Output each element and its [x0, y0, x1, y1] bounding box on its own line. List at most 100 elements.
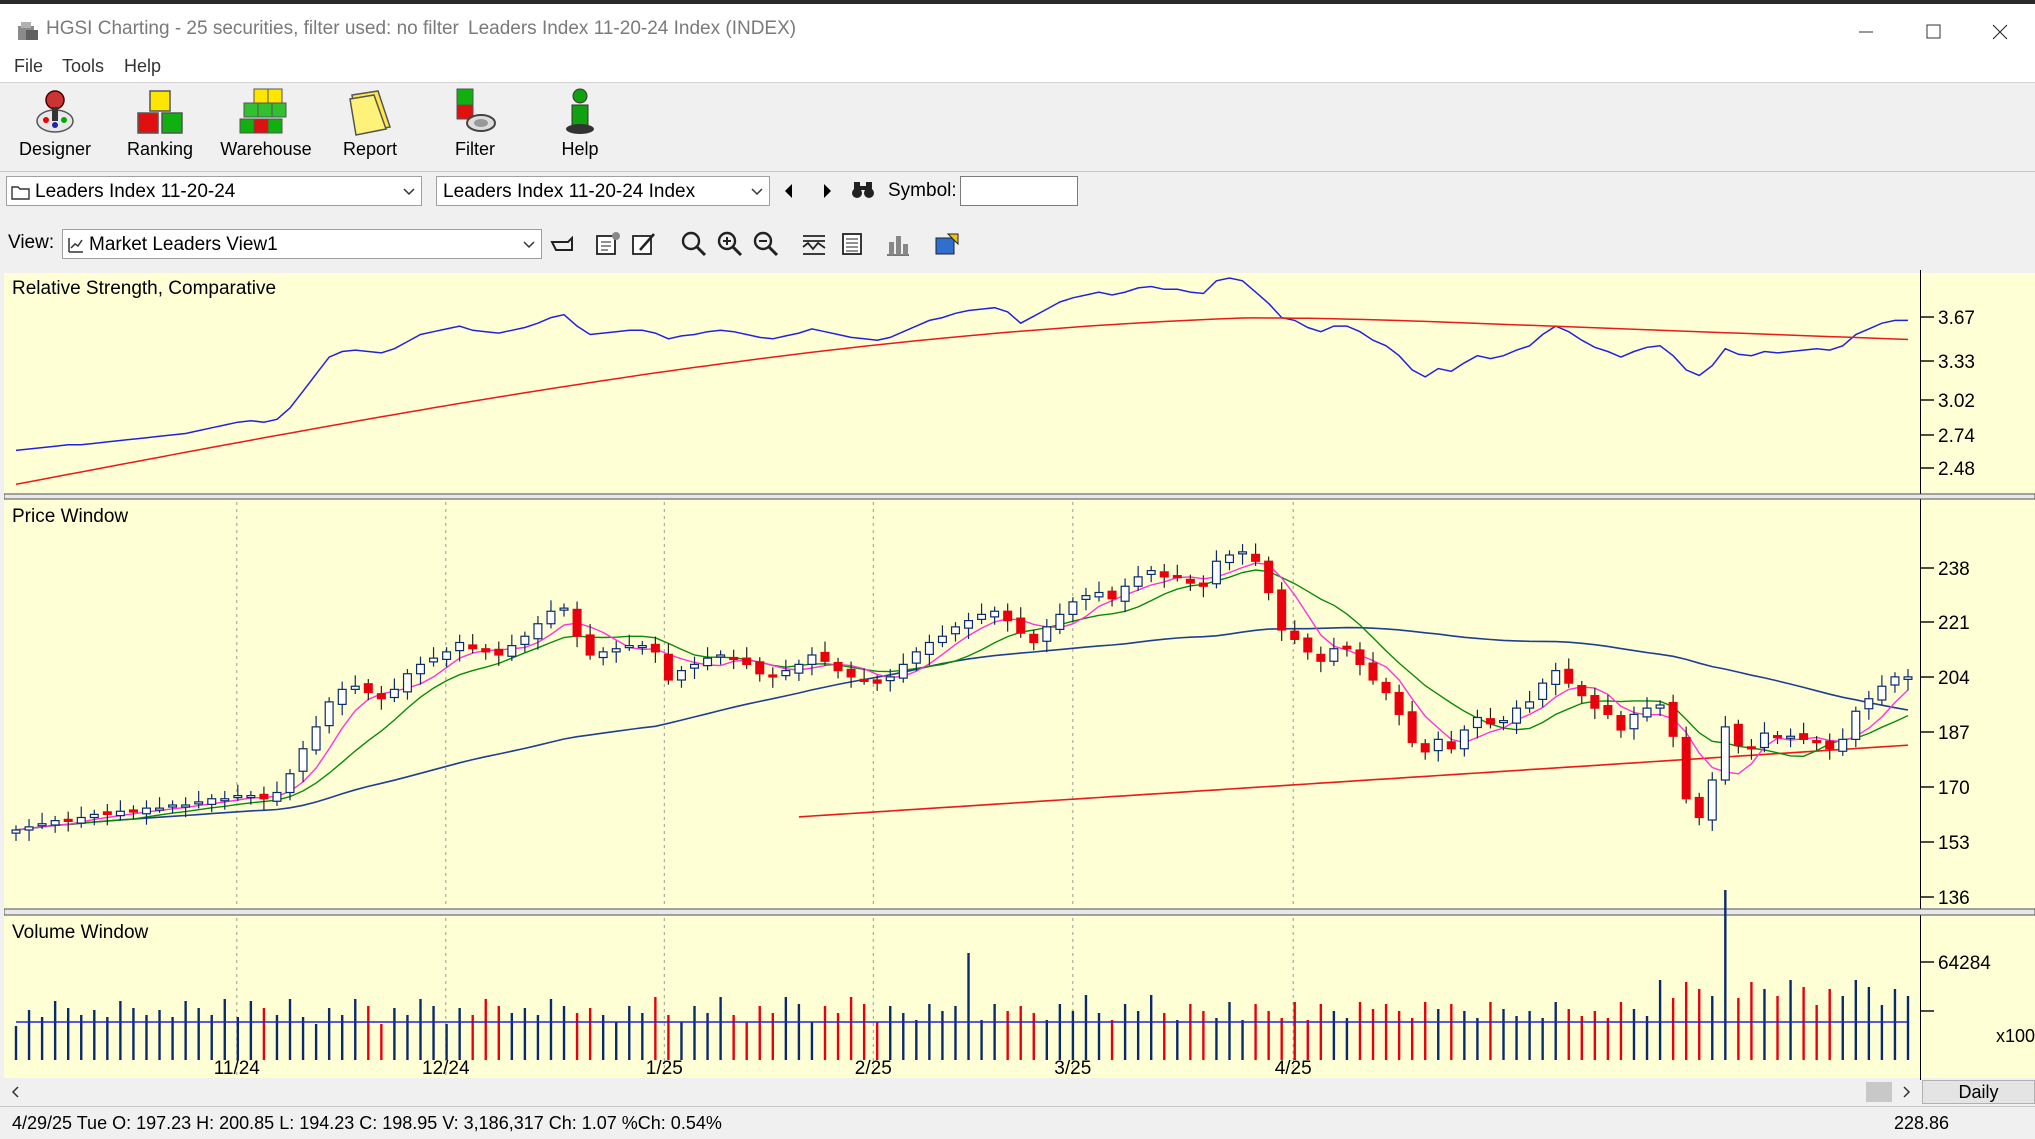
help-label: Help	[561, 139, 599, 159]
previous-arrow-icon[interactable]	[780, 180, 798, 202]
edit-chart-icon[interactable]	[630, 230, 658, 258]
export-image-icon[interactable]	[932, 230, 960, 258]
pointer-hand-icon[interactable]	[550, 230, 578, 258]
scroll-right-icon[interactable]	[1898, 1084, 1914, 1100]
candle	[1433, 731, 1443, 762]
symbol-input[interactable]	[960, 176, 1078, 206]
scroll-thumb[interactable]	[1866, 1082, 1892, 1102]
candle	[194, 790, 204, 809]
candle	[1525, 690, 1535, 713]
main-toolbar: Designer Ranking Warehouse Report Filter	[0, 83, 2035, 172]
next-arrow-icon[interactable]	[818, 180, 836, 202]
candle	[1720, 715, 1730, 785]
candle	[207, 794, 217, 813]
candle	[585, 624, 595, 660]
candle	[1055, 603, 1065, 635]
binoculars-icon[interactable]	[850, 178, 876, 202]
minimize-icon[interactable]	[1833, 8, 1899, 56]
candle	[1590, 687, 1600, 720]
candle	[1264, 556, 1274, 601]
candle	[1616, 710, 1626, 738]
help-button[interactable]: Help	[532, 87, 628, 167]
warehouse-button[interactable]: Warehouse	[218, 87, 314, 167]
rs-axis-label: 2.48	[1938, 459, 1975, 480]
candle	[272, 781, 282, 806]
candle	[977, 603, 987, 625]
ranking-button[interactable]: Ranking	[112, 87, 208, 167]
status-bar: 4/29/25 Tue O: 197.23 H: 200.85 L: 194.2…	[0, 1106, 2035, 1139]
candle	[1107, 586, 1117, 607]
maximize-icon[interactable]	[1900, 8, 1966, 56]
horizontal-scrollbar[interactable]: Daily	[0, 1080, 2035, 1104]
candle	[1316, 646, 1326, 673]
ma-short-line	[15, 562, 1909, 831]
candle	[833, 657, 843, 679]
candle	[729, 649, 739, 670]
candle	[50, 815, 60, 833]
candle	[1864, 690, 1874, 720]
scroll-left-icon[interactable]	[8, 1084, 24, 1100]
zoom-out-icon[interactable]	[752, 230, 780, 258]
period-tab-daily[interactable]: Daily	[1922, 1080, 2035, 1104]
menu-tools[interactable]: Tools	[62, 56, 105, 76]
candle	[155, 797, 165, 813]
indicator-lines-icon[interactable]	[800, 230, 828, 258]
menu-file[interactable]: File	[14, 56, 44, 76]
candle	[233, 784, 243, 801]
x-axis-label: 12/24	[422, 1058, 470, 1079]
report-icon	[349, 90, 391, 136]
zoom-in-icon[interactable]	[716, 230, 744, 258]
candle	[1799, 722, 1809, 745]
candle	[363, 679, 373, 701]
candle	[1498, 715, 1509, 731]
candle	[1472, 709, 1482, 739]
candle	[141, 800, 151, 825]
candle	[1120, 578, 1130, 613]
zoom-icon[interactable]	[680, 230, 708, 258]
candle	[1838, 728, 1848, 756]
x-axis-label: 11/24	[214, 1058, 261, 1079]
volume-axis-label: 64284	[1938, 953, 1991, 974]
candle	[611, 640, 621, 663]
price-axis-label: 204	[1938, 668, 1970, 689]
report-button[interactable]: Report	[322, 87, 418, 167]
candle	[1459, 725, 1469, 757]
candle	[76, 806, 86, 828]
view-select[interactable]: Market Leaders View1	[62, 229, 542, 259]
candle	[676, 665, 686, 688]
candle	[755, 657, 765, 682]
candle	[429, 647, 439, 667]
candle	[1238, 544, 1248, 565]
candle	[911, 647, 921, 671]
report-label: Report	[342, 139, 398, 159]
document-title: Leaders Index 11-20-24 Index (INDEX)	[468, 18, 797, 39]
candle	[520, 631, 530, 653]
filter-icon	[456, 88, 496, 132]
candle	[650, 636, 660, 663]
view-label: View:	[8, 232, 55, 253]
candle	[872, 675, 882, 691]
designer-button[interactable]: Designer	[7, 87, 103, 167]
bar-chart-icon[interactable]	[884, 230, 912, 258]
rs-pane-title: Relative Strength, Comparative	[12, 278, 276, 299]
close-icon[interactable]	[1967, 8, 2033, 56]
candle	[546, 600, 556, 629]
candle	[468, 634, 478, 654]
candle	[481, 644, 491, 660]
x-axis-label: 2/25	[855, 1058, 892, 1079]
filter-label: Filter	[455, 139, 495, 159]
rs-axis-label: 3.67	[1938, 308, 1975, 329]
data-table-icon[interactable]	[838, 230, 866, 258]
filter-button[interactable]: Filter	[427, 87, 523, 167]
candle	[1577, 680, 1587, 704]
price-pane-title: Price Window	[12, 506, 128, 527]
security-select[interactable]: Leaders Index 11-20-24 Index	[436, 176, 770, 206]
folder-select[interactable]: Leaders Index 11-20-24	[6, 176, 422, 206]
candle	[442, 647, 452, 668]
chart-properties-icon[interactable]	[594, 230, 622, 258]
candle	[1825, 733, 1835, 760]
chart-area[interactable]: 3.67 3.33 3.02 2.74 2.48 238 221 204 187 170 153 1…	[4, 270, 2035, 1082]
menu-help[interactable]: Help	[124, 56, 162, 76]
candle	[1733, 719, 1743, 754]
rs-line	[15, 277, 1908, 452]
